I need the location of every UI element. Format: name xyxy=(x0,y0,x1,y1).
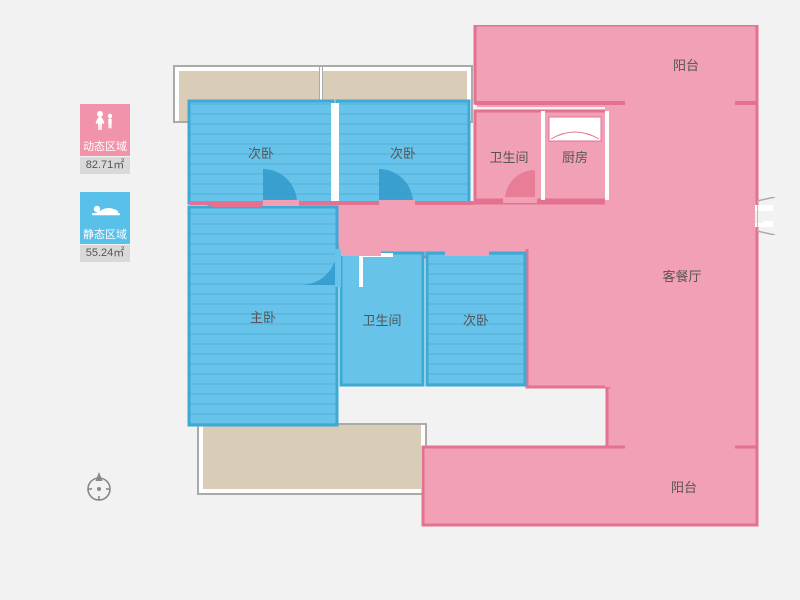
room-balcony-top: 阳台 xyxy=(475,25,757,103)
legend-dynamic-label: 动态区域 xyxy=(80,138,130,156)
people-icon xyxy=(80,104,130,138)
legend-dynamic-value: 82.71㎡ xyxy=(80,157,130,174)
exterior-door-icon xyxy=(757,197,777,235)
legend-static-label: 静态区域 xyxy=(80,226,130,244)
room-sec-bed-2: 次卧 xyxy=(337,101,469,203)
room-master: 主卧 xyxy=(189,207,337,425)
label-sec-bed-3: 次卧 xyxy=(463,310,489,329)
label-balcony-bottom: 阳台 xyxy=(671,477,697,496)
room-sec-bed-3: 次卧 xyxy=(427,253,525,385)
room-bath-2: 卫生间 xyxy=(341,253,423,385)
room-kitchen: 厨房 xyxy=(543,111,607,200)
sleep-icon xyxy=(80,192,130,226)
label-kitchen: 厨房 xyxy=(562,147,588,166)
label-sec-bed-2: 次卧 xyxy=(390,143,416,162)
label-master: 主卧 xyxy=(250,307,276,326)
legend-static-value: 55.24㎡ xyxy=(80,245,130,262)
room-living: 客餐厅 xyxy=(607,103,757,447)
room-balcony-bottom: 阳台 xyxy=(423,447,757,525)
label-living: 客餐厅 xyxy=(662,266,701,285)
room-sec-bed-1: 次卧 xyxy=(189,101,333,203)
legend-dynamic: 动态区域 82.71㎡ xyxy=(80,104,130,174)
label-bath-2: 卫生间 xyxy=(362,310,401,329)
room-bath-1: 卫生间 xyxy=(475,111,543,200)
floor-plan: 阳台 次卧 次卧 卫生间 厨房 客餐厅 主卧 卫生间 次卧 阳台 xyxy=(155,25,775,555)
compass-icon xyxy=(82,470,116,509)
label-balcony-top: 阳台 xyxy=(673,55,699,74)
label-bath-1: 卫生间 xyxy=(489,147,528,166)
label-sec-bed-1: 次卧 xyxy=(248,143,274,162)
legend-static: 静态区域 55.24㎡ xyxy=(80,192,130,262)
